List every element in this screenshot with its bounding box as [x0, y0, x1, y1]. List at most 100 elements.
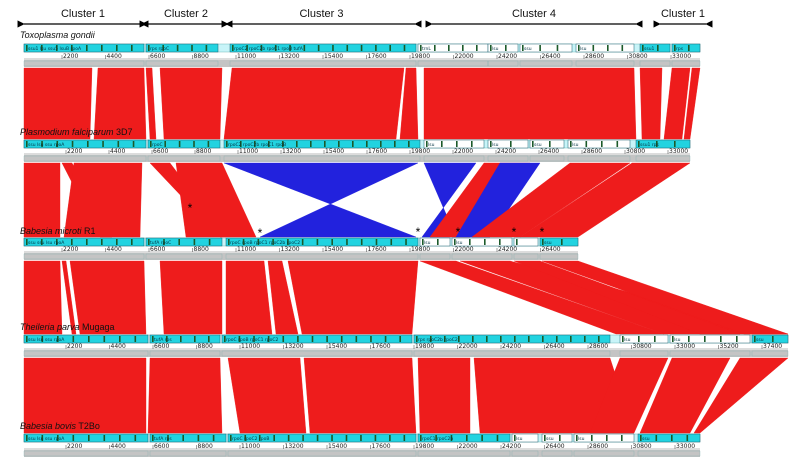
gene-label: lsu: [674, 337, 681, 343]
tick-label: 4400: [107, 53, 122, 60]
gene-box-secondary: [23, 350, 149, 357]
tick-label: 30800: [629, 53, 648, 60]
tick-label: 33000: [676, 443, 695, 450]
tick-label: 26400: [546, 443, 565, 450]
gene-box-secondary: [145, 253, 223, 260]
direct-link: [23, 357, 147, 434]
direct-link: [423, 67, 637, 140]
gene-marker: [57, 435, 59, 441]
gene-box: [223, 139, 421, 149]
gene-marker: [246, 45, 248, 51]
gene-marker: [390, 239, 393, 245]
tick-label: 35200: [720, 343, 739, 350]
cluster-label: Cluster 3: [299, 8, 343, 20]
tick-label: 24200: [502, 343, 521, 350]
tick-label: 26400: [542, 53, 561, 60]
gene-marker: [444, 336, 446, 342]
gene-marker: [591, 435, 593, 441]
direct-link: [589, 357, 669, 434]
gene-box: [639, 43, 671, 53]
gene-marker: [182, 435, 184, 441]
gene-box-secondary: [223, 155, 421, 162]
gene-box: [567, 139, 631, 149]
gene-marker: [232, 45, 234, 51]
gene-marker: [72, 336, 75, 342]
gene-block: rps rpoC: [145, 43, 219, 53]
gene-box-secondary: [487, 60, 519, 67]
gene-box: [23, 433, 149, 443]
gene-marker: [462, 45, 464, 51]
direct-link: [23, 260, 63, 335]
gene-marker: [326, 336, 328, 342]
gene-label: ssu: [534, 143, 542, 148]
gene-marker: [311, 336, 314, 342]
asterisk-markers: * * * * * *: [188, 201, 545, 240]
gene-marker: [654, 336, 656, 342]
species-name: Babesia bovis: [20, 421, 77, 431]
gene-block: ssu lsu ssu rpoA: [23, 334, 149, 344]
gene-marker: [606, 435, 608, 441]
gene-marker: [686, 435, 689, 441]
gene-marker: [516, 239, 518, 245]
gene-marker: [26, 336, 28, 342]
synteny-links: [23, 67, 789, 434]
gene-block: tufA rpoC: [145, 237, 223, 247]
gene-label: lsu: [456, 240, 463, 246]
direct-link: [93, 67, 147, 140]
gene-marker: [448, 45, 450, 51]
gene-box: [669, 334, 751, 344]
gene-box-secondary: [575, 60, 635, 67]
gene-marker: [657, 45, 659, 51]
gene-block: rps: [671, 43, 701, 53]
gene-label: lsu: [572, 142, 579, 148]
gene-marker: [671, 435, 673, 441]
tick-label: 33000: [672, 53, 691, 60]
gene-label: ssu1: [644, 46, 655, 52]
gene-marker: [26, 435, 28, 441]
tick-label: 22000: [454, 148, 473, 155]
gene-box: [227, 433, 417, 443]
gene-marker: [302, 435, 304, 441]
gene-box: [423, 139, 485, 149]
gene-marker: [420, 435, 422, 441]
strain-name: Mugaga: [80, 322, 115, 332]
gene-marker: [592, 45, 595, 51]
gene-marker: [490, 45, 492, 51]
gene-marker: [117, 141, 120, 147]
direct-link: [399, 67, 419, 140]
gene-marker: [253, 336, 255, 342]
gene-box-secondary: [221, 350, 413, 357]
tick-label: 2200: [67, 443, 82, 450]
gene-label: rpoC2 rpoC2b rpoC1 rpoB: [228, 142, 286, 148]
cluster-label: Cluster 1: [61, 8, 105, 20]
gene-marker: [441, 141, 443, 147]
tick-label: 11000: [241, 443, 260, 450]
gene-box-secondary: [227, 450, 417, 457]
gene-marker: [394, 141, 396, 147]
tick-label: 2200: [67, 148, 82, 155]
gene-block: rpoC1 rpoC2b: [417, 433, 511, 443]
gene-box: [575, 43, 635, 53]
gene-marker: [345, 435, 348, 441]
gene-marker: [87, 141, 89, 147]
gene-label: ssu lsu ssu rpoA: [28, 436, 65, 442]
gene-marker: [119, 336, 121, 342]
gene-marker: [405, 239, 407, 245]
genome-track: Plasmodium falciparum 3D7 ssu lsu ssu rpo…: [20, 127, 691, 162]
gene-marker: [458, 336, 460, 342]
gene-marker: [736, 336, 738, 342]
tick-label: 24200: [498, 246, 517, 253]
tick-label: 17600: [372, 443, 391, 450]
cluster-label: Cluster 4: [512, 8, 556, 20]
gene-marker: [584, 336, 586, 342]
cluster-label: Cluster 2: [164, 8, 208, 20]
gene-marker: [399, 336, 401, 342]
gene-block: ssu ssu lsu rpoA: [23, 237, 145, 247]
gene-marker: [71, 45, 73, 51]
gene-marker: [88, 435, 90, 441]
direct-link: [267, 260, 299, 335]
gene-block: lsu: [567, 139, 631, 149]
gene-marker: [316, 239, 319, 245]
gene-block: ssu1 rps: [635, 139, 691, 149]
gene-marker: [72, 435, 75, 441]
